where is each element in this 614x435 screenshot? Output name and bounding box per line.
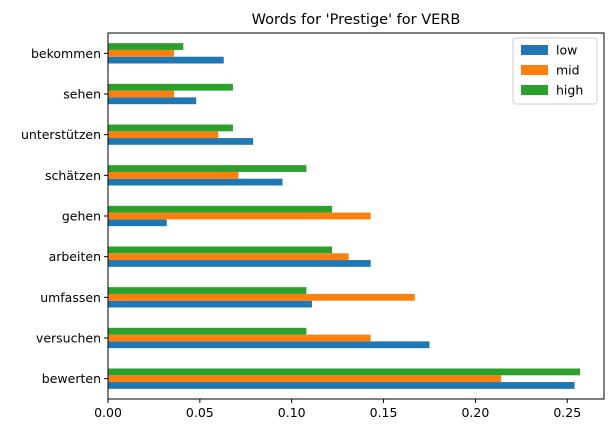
y-tick-label: bewerten: [42, 371, 101, 386]
y-tick-label: schätzen: [45, 168, 101, 183]
bar-high-gehen: [108, 205, 333, 213]
y-axis: bewerten versuchen umfassen arbeiten gehen sc…: [21, 46, 108, 386]
bar-high-versuchen: [108, 327, 307, 335]
bar-low-sehen: [108, 97, 197, 105]
bar-low-versuchen: [108, 341, 430, 349]
bar-high-unterstützen: [108, 124, 233, 132]
legend-label-low: low: [556, 43, 577, 58]
bar-high-sehen: [108, 83, 233, 91]
chart-title: Words for 'Prestige' for VERB: [252, 12, 461, 28]
x-tick-label: 0.10: [278, 405, 306, 420]
bar-high-arbeiten: [108, 246, 333, 254]
legend-label-mid: mid: [556, 63, 580, 78]
y-tick-label: umfassen: [40, 290, 101, 305]
bar-high-umfassen: [108, 287, 307, 294]
bar-mid-gehen: [108, 212, 371, 220]
y-tick-label: bekommen: [31, 46, 101, 61]
bar-high-bekommen: [108, 43, 184, 50]
x-axis: 0.00 0.05 0.10 0.15 0.20 0.25: [94, 399, 581, 420]
bar-low-bekommen: [108, 56, 224, 64]
bar-mid-sehen: [108, 90, 175, 98]
bar-mid-schätzen: [108, 171, 239, 179]
legend-swatch-high: [521, 85, 548, 95]
bar-high-bewerten: [108, 368, 581, 376]
y-tick-label: arbeiten: [49, 249, 101, 264]
bars-group: [108, 43, 581, 389]
legend-label-high: high: [556, 83, 583, 98]
y-tick-label: gehen: [62, 209, 101, 224]
bar-low-arbeiten: [108, 260, 371, 267]
x-tick-label: 0.20: [461, 405, 489, 420]
bar-low-unterstützen: [108, 138, 254, 145]
legend: low mid high: [512, 37, 598, 105]
x-tick-label: 0.25: [553, 405, 581, 420]
bar-low-umfassen: [108, 300, 312, 308]
bar-high-schätzen: [108, 165, 307, 172]
legend-swatch-mid: [521, 65, 548, 75]
bar-mid-arbeiten: [108, 253, 349, 261]
bar-mid-versuchen: [108, 334, 371, 342]
y-tick-label: versuchen: [36, 331, 101, 346]
bar-low-gehen: [108, 219, 167, 227]
bar-mid-unterstützen: [108, 131, 219, 139]
x-tick-label: 0.05: [186, 405, 214, 420]
y-tick-label: unterstützen: [21, 127, 101, 142]
x-tick-label: 0.00: [94, 405, 122, 420]
bar-mid-bekommen: [108, 49, 175, 57]
bar-mid-bewerten: [108, 375, 502, 383]
x-tick-label: 0.15: [370, 405, 398, 420]
bar-low-schätzen: [108, 178, 283, 186]
bar-mid-umfassen: [108, 293, 415, 301]
bar-low-bewerten: [108, 382, 575, 389]
legend-swatch-low: [521, 45, 548, 55]
plot-frame: [107, 32, 605, 400]
y-tick-label: sehen: [63, 87, 101, 102]
